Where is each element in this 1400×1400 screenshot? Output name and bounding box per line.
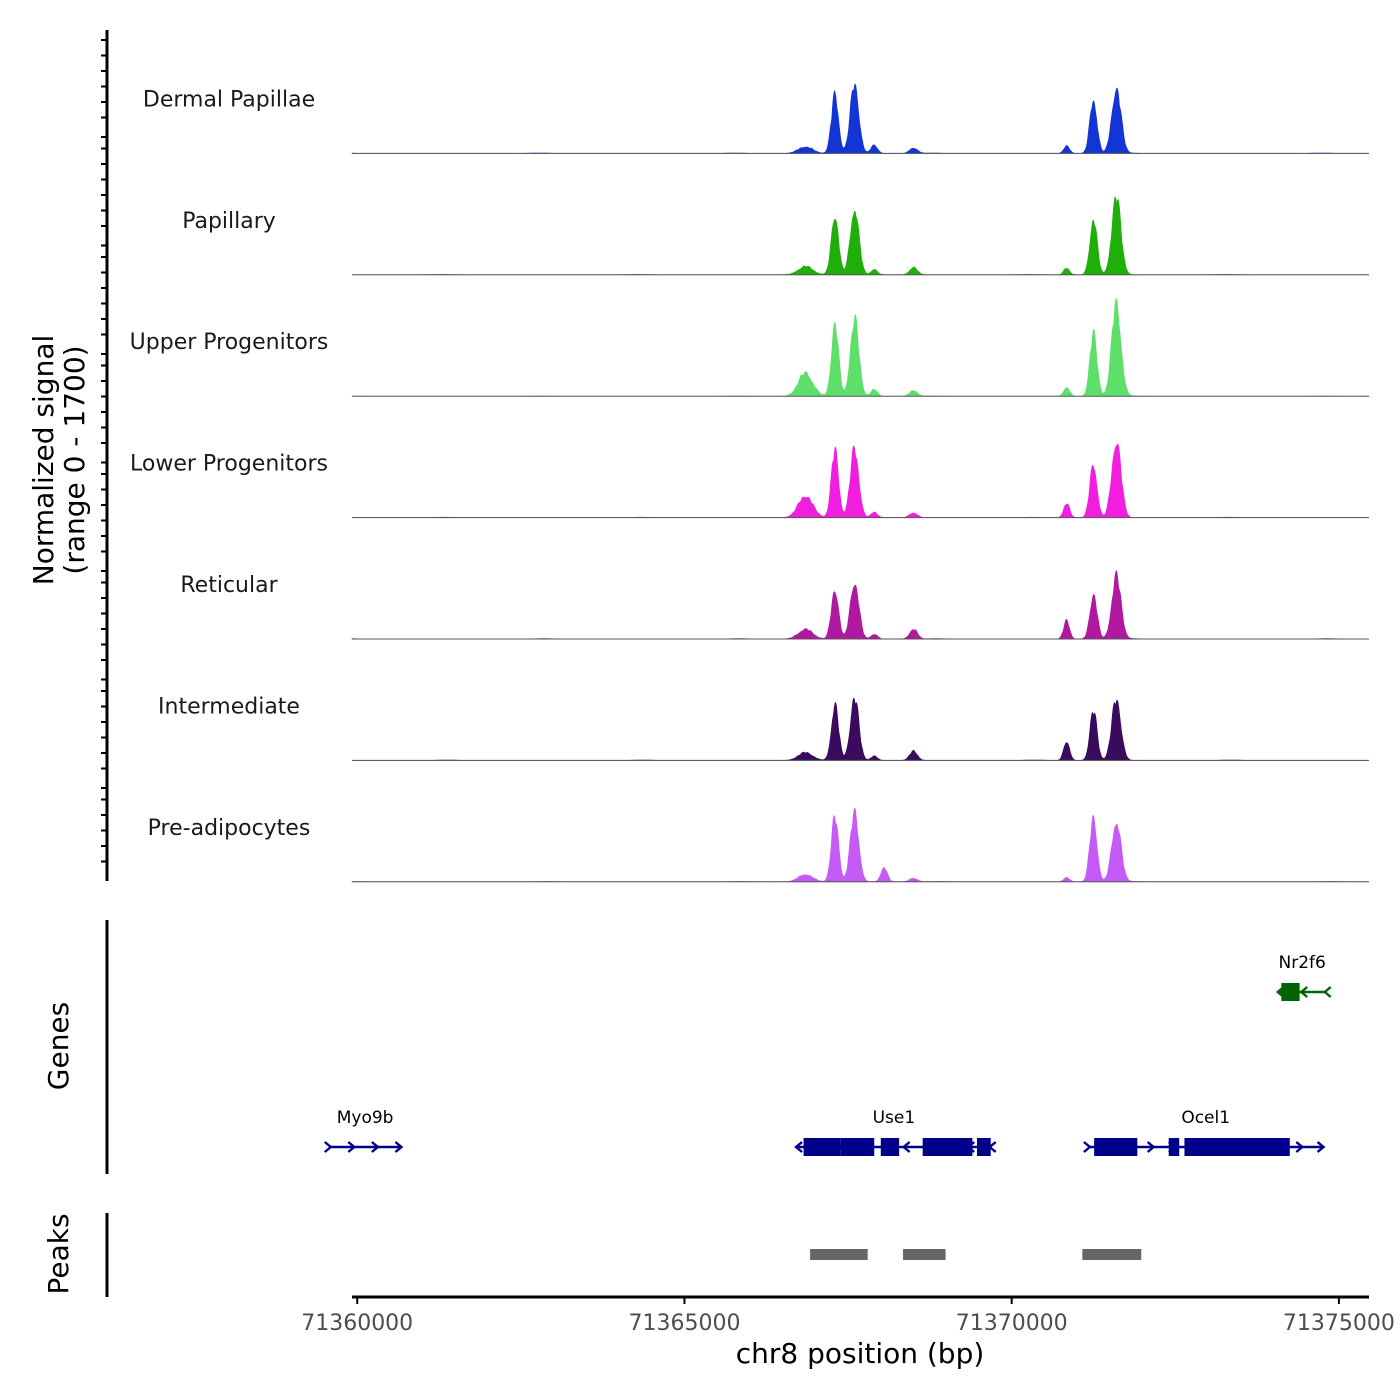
peak-region	[903, 1249, 946, 1260]
exon	[1281, 983, 1300, 1001]
x-tick-label: 71360000	[301, 1311, 413, 1336]
genes-track-title: Genes	[42, 1002, 75, 1090]
x-tick-label: 71365000	[629, 1311, 741, 1336]
coverage-y-axis	[101, 30, 109, 881]
exon	[1168, 1138, 1180, 1156]
gene-label: Nr2f6	[1279, 953, 1326, 973]
gene-label: Use1	[873, 1108, 916, 1128]
track-label: Papillary	[182, 209, 276, 234]
exon	[1094, 1138, 1138, 1156]
y-axis-range-label: (range 0 - 1700)	[58, 345, 91, 574]
exon	[880, 1138, 900, 1156]
gene-ocel1: Ocel1	[1083, 1108, 1326, 1156]
strand-arrow	[1146, 1141, 1156, 1153]
coverage-track: Papillary	[182, 196, 1369, 276]
gene-label: Myo9b	[337, 1108, 394, 1128]
exon	[976, 1138, 991, 1156]
coverage-area	[352, 443, 1369, 518]
track-label: Reticular	[180, 573, 278, 598]
coverage-area	[351, 807, 1369, 883]
peaks-track-title: Peaks	[42, 1213, 75, 1294]
coverage-area	[351, 298, 1369, 397]
x-axis: 71360000 71365000 71370000 71375000	[301, 1295, 1395, 1336]
track-label: Upper Progenitors	[130, 330, 329, 355]
genes-panel: Myo9b Use1 Ocel1 Nr2f6	[105, 920, 1332, 1174]
gene-nr2f6: Nr2f6	[1275, 953, 1332, 1001]
strand-arrow	[901, 1141, 911, 1153]
strand-arrow	[1322, 986, 1332, 998]
coverage-track: Reticular	[180, 570, 1369, 640]
x-axis-title: chr8 position (bp)	[736, 1337, 985, 1370]
strand-arrow	[1295, 1141, 1305, 1153]
peaks-panel	[105, 1213, 1142, 1297]
gene-myo9b: Myo9b	[323, 1108, 404, 1153]
x-tick-label: 71375000	[1283, 1311, 1395, 1336]
exon	[922, 1138, 973, 1156]
coverage-track: Lower Progenitors	[130, 443, 1369, 519]
track-label: Dermal Papillae	[143, 87, 315, 112]
coverage-area	[352, 698, 1369, 761]
coverage-track: Intermediate	[158, 694, 1369, 761]
gene-label: Ocel1	[1181, 1108, 1230, 1128]
gene-use1: Use1	[794, 1108, 997, 1156]
exon	[1184, 1138, 1290, 1156]
exon	[803, 1138, 841, 1156]
coverage-area	[351, 83, 1369, 154]
strand-arrow	[1299, 986, 1309, 998]
x-tick-label: 71370000	[956, 1311, 1068, 1336]
coverage-tracks: Dermal Papillae Papillary Upper Progenitor…	[130, 83, 1369, 883]
exon	[840, 1138, 875, 1156]
strand-arrow	[1083, 1141, 1092, 1153]
track-label: Intermediate	[158, 694, 300, 719]
strand-arrow	[394, 1141, 404, 1153]
strand-arrow	[794, 1141, 803, 1153]
coverage-area	[351, 570, 1369, 640]
strand-arrow	[371, 1141, 380, 1153]
strand-arrow	[323, 1141, 333, 1153]
coverage-track: Upper Progenitors	[130, 298, 1369, 397]
coverage-area	[352, 196, 1369, 276]
peak-region	[810, 1249, 868, 1260]
coverage-track: Pre-adipocytes	[148, 807, 1369, 883]
track-label: Lower Progenitors	[130, 452, 328, 477]
coverage-track: Dermal Papillae	[143, 83, 1369, 154]
y-axis-title: Normalized signal	[27, 335, 60, 586]
strand-arrow	[347, 1141, 357, 1153]
peak-region	[1082, 1249, 1142, 1260]
strand-arrow	[1316, 1141, 1326, 1153]
track-label: Pre-adipocytes	[148, 816, 311, 841]
